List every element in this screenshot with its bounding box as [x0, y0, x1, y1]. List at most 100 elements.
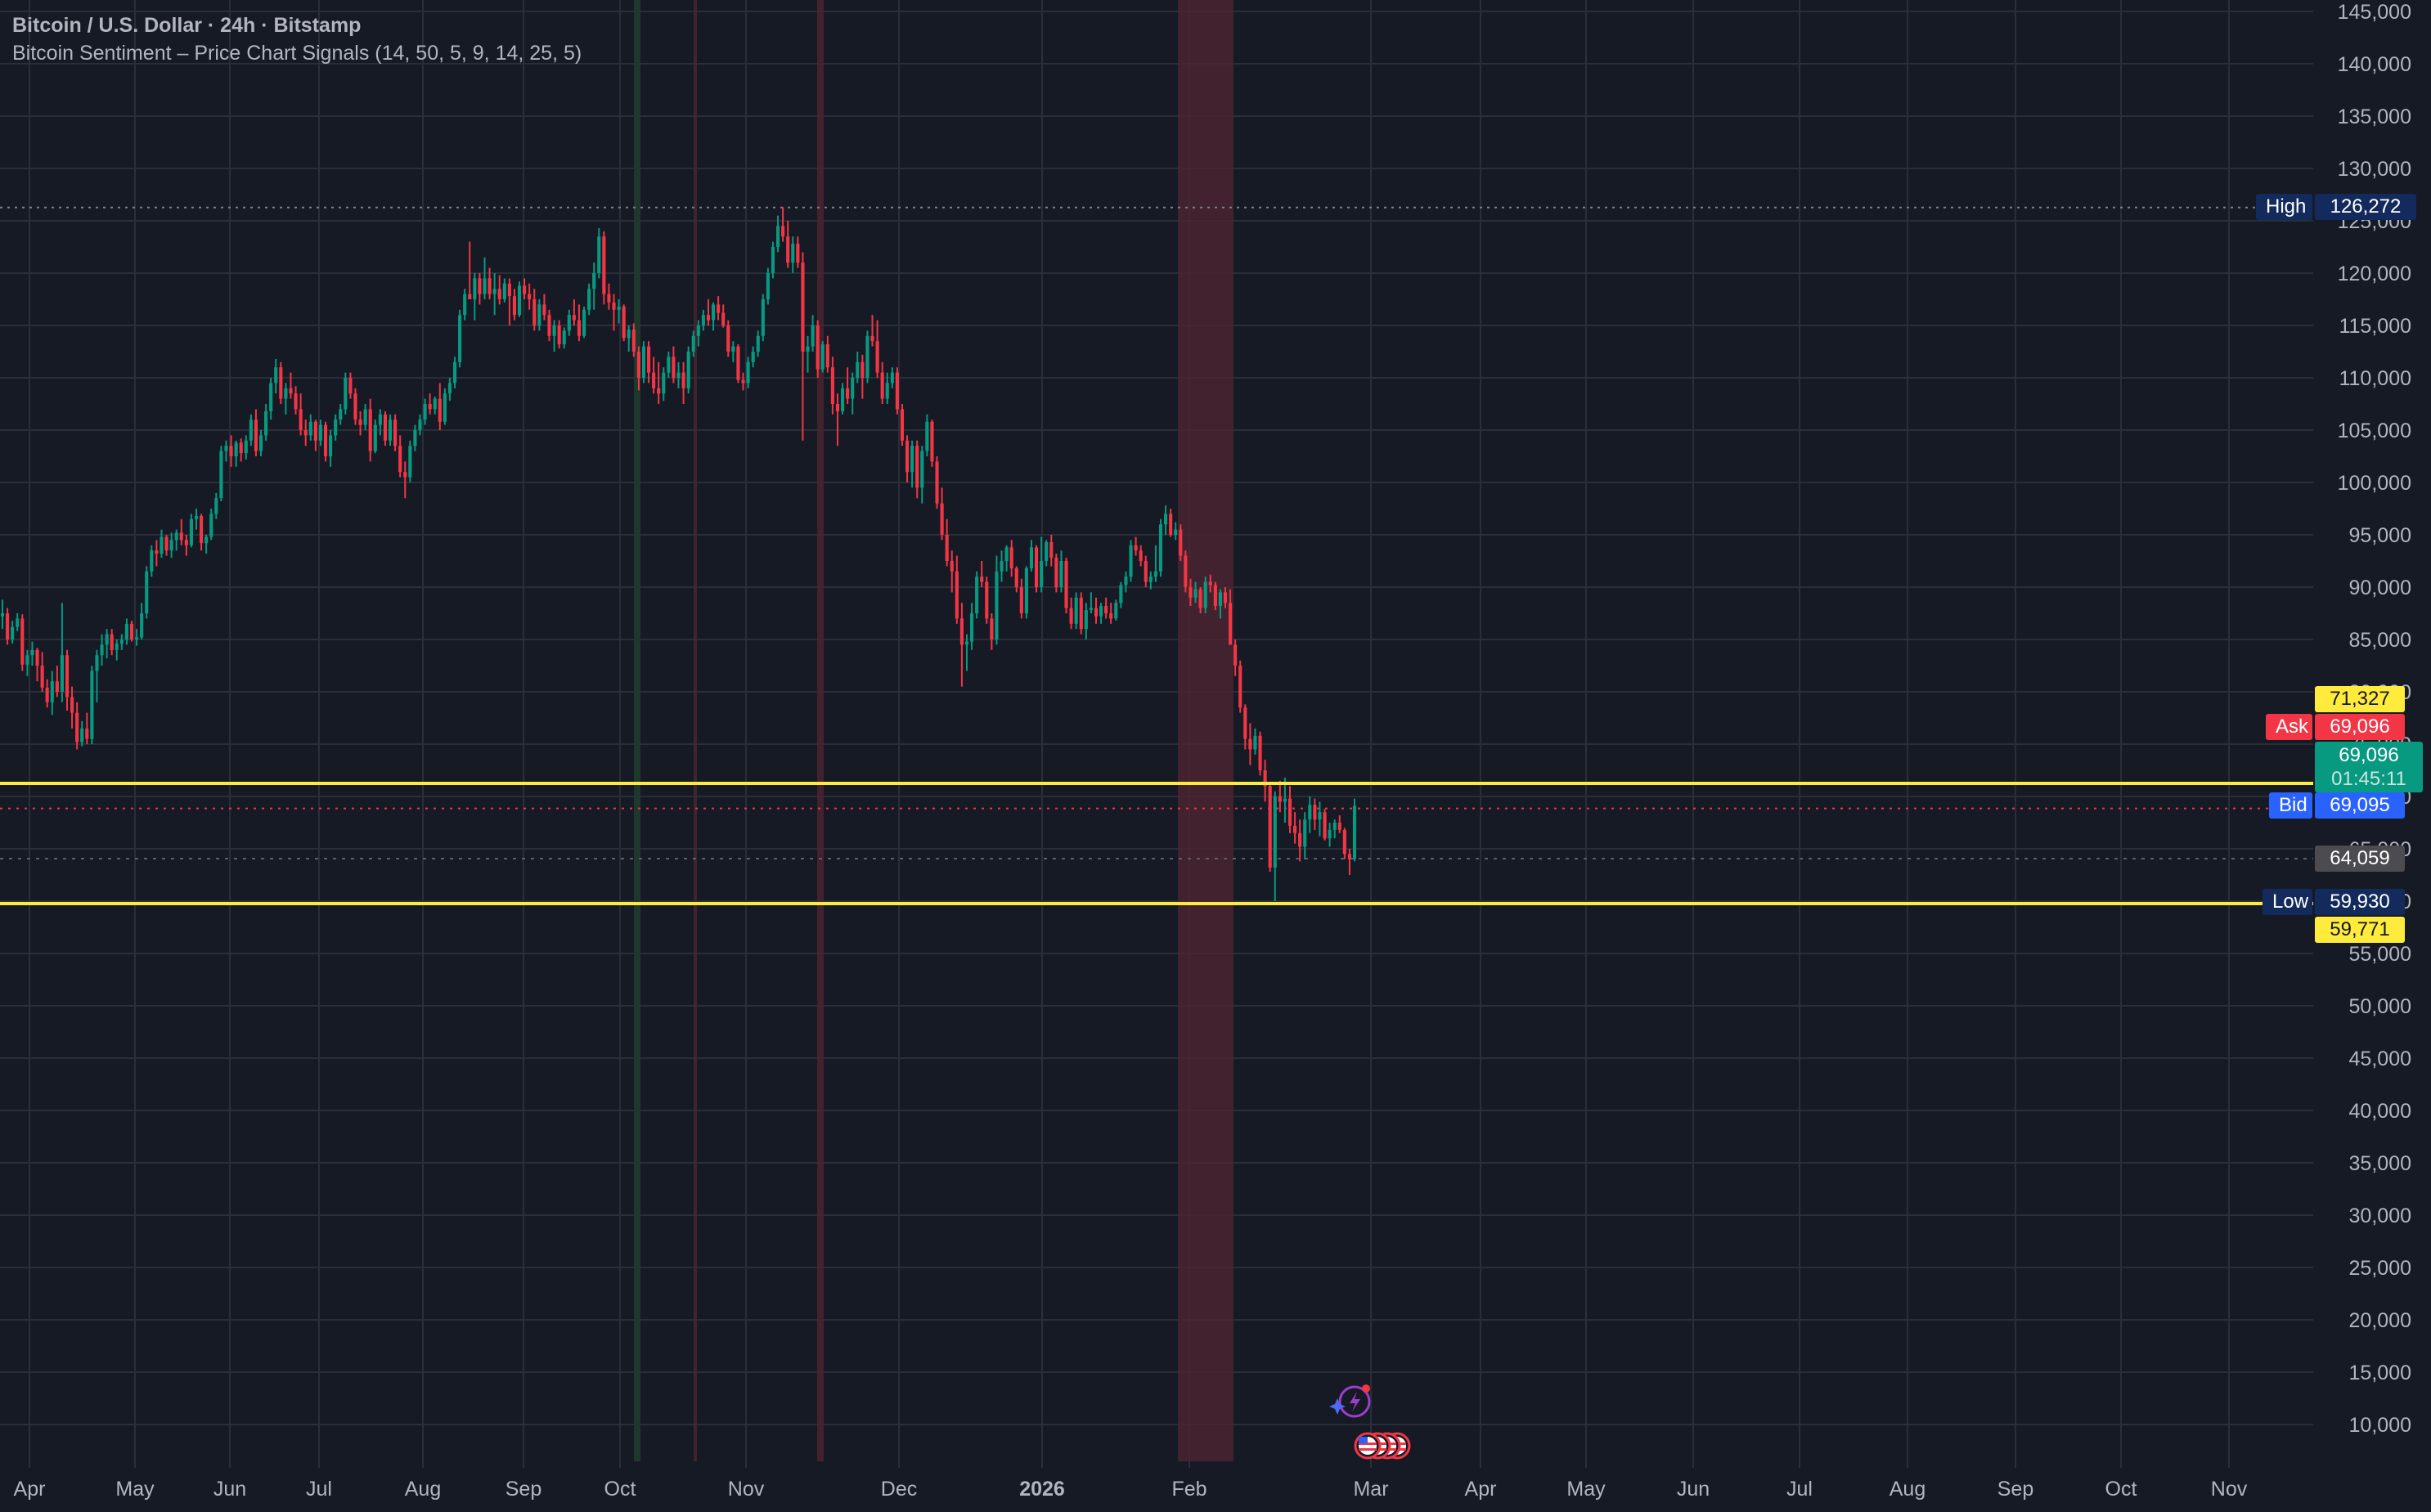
candle-down — [835, 404, 840, 411]
candle-up — [1084, 610, 1088, 630]
candle-down — [1019, 587, 1023, 613]
low-value: 59,930 — [2315, 889, 2405, 915]
candle-down — [294, 393, 298, 410]
candle-down — [1287, 798, 1292, 826]
candle-up — [119, 639, 124, 644]
time-axis-label: Jun — [1677, 1478, 1710, 1501]
candle-down — [652, 372, 656, 388]
candle-up — [820, 344, 825, 370]
candle-up — [711, 304, 716, 321]
indicator-title[interactable]: Bitcoin Sentiment – Price Chart Signals … — [12, 42, 582, 65]
candle-down — [55, 681, 59, 692]
candle-down — [20, 618, 25, 665]
candle-up — [1153, 571, 1157, 577]
time-axis-label: Aug — [405, 1478, 441, 1501]
candle-down — [950, 561, 954, 572]
candle-up — [890, 372, 894, 384]
candle-down — [313, 421, 317, 441]
candle-down — [786, 236, 790, 263]
candle-up — [766, 273, 770, 299]
candle-up — [1193, 589, 1198, 598]
candle-up — [264, 411, 268, 436]
high-value: 126,272 — [2315, 194, 2416, 220]
candle-up — [756, 335, 760, 352]
time-axis-label: May — [1566, 1478, 1606, 1501]
candle-up — [308, 421, 312, 436]
candle-up — [811, 325, 815, 347]
candle-up — [473, 278, 477, 299]
candle-down — [179, 532, 183, 541]
candle-up — [1328, 829, 1332, 839]
candle-up — [662, 372, 666, 394]
candle-up — [209, 514, 213, 537]
candle-down — [607, 294, 611, 303]
candle-up — [1163, 514, 1168, 525]
time-axis[interactable]: Apr May Jun Jul Aug Sep Oct Nov Dec 2026 Feb Mar Apr… — [14, 1478, 2248, 1501]
candle-up — [920, 451, 924, 488]
candle-down — [1342, 829, 1346, 855]
candle-up — [1119, 585, 1123, 603]
symbol-title[interactable]: Bitcoin / U.S. Dollar · 24h · Bitstamp — [12, 14, 362, 37]
economic-events-us-flags[interactable] — [1354, 1432, 1411, 1460]
candle-down — [6, 613, 10, 639]
events-markers[interactable] — [1328, 1380, 1435, 1462]
candle-down — [393, 420, 398, 446]
candle-down — [1268, 786, 1272, 868]
candle-down — [1184, 555, 1188, 587]
candle-down — [945, 535, 949, 561]
candle-down — [110, 634, 114, 650]
candle-down — [512, 296, 517, 316]
candle-down — [1298, 832, 1302, 847]
candle-up — [447, 383, 452, 394]
candle-down — [646, 346, 651, 373]
candle-up — [174, 532, 178, 541]
candle-up — [443, 393, 447, 422]
candle-down — [1104, 606, 1108, 613]
candle-down — [85, 728, 89, 739]
candle-up — [463, 294, 467, 316]
candle-up — [751, 352, 755, 362]
candle-up — [219, 451, 223, 499]
low-label: Low — [2262, 889, 2312, 915]
candle-down — [935, 461, 939, 504]
candle-down — [1079, 597, 1083, 630]
candle-down — [75, 712, 79, 743]
candle-down — [35, 649, 39, 666]
candle-down — [40, 666, 44, 688]
candle-up — [30, 649, 34, 656]
price-axis-label: 40,000 — [2349, 1100, 2411, 1123]
candle-up — [1000, 561, 1004, 572]
candle-down — [1347, 854, 1351, 859]
candle-down — [1323, 812, 1327, 839]
candle-down — [1169, 514, 1173, 535]
candle-up — [0, 613, 5, 617]
candle-up — [80, 728, 84, 743]
candle-up — [458, 315, 462, 362]
candle-up — [1148, 577, 1153, 582]
time-axis-label: May — [115, 1478, 155, 1501]
candle-down — [915, 446, 919, 488]
candle-up — [1040, 561, 1044, 587]
price-axis-label: 55,000 — [2349, 943, 2411, 966]
lightning-sparkle-icon[interactable] — [1329, 1384, 1371, 1418]
candle-up — [1303, 819, 1307, 847]
candle-up — [806, 346, 810, 352]
candles[interactable] — [0, 207, 1357, 901]
candle-down — [959, 618, 964, 645]
candle-up — [791, 244, 795, 263]
candle-up — [145, 571, 149, 613]
last-price-value: 69,096 01:45:11 — [2315, 742, 2423, 792]
candle-down — [547, 315, 551, 336]
candle-down — [348, 378, 353, 394]
candle-down — [900, 409, 905, 441]
candle-up — [60, 655, 64, 692]
candle-down — [930, 421, 934, 462]
candle-down — [726, 325, 730, 352]
time-axis-label: Feb — [1171, 1478, 1207, 1501]
candle-up — [483, 278, 487, 294]
candle-down — [383, 414, 388, 441]
candle-up — [1099, 606, 1103, 617]
bearish-signal-band — [1178, 0, 1233, 1461]
